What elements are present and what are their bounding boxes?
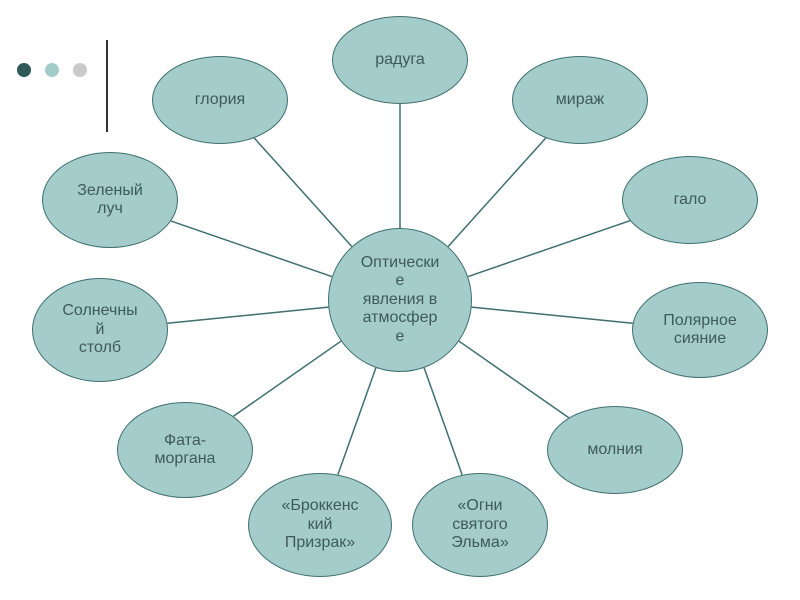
node-label: молния [554,441,676,459]
outer-node-gloria: глория [152,56,288,144]
node-label: Полярное сияние [639,312,761,349]
outer-node-stolb: Солнечны й столб [32,278,168,382]
node-label: Оптически е явления в атмосфер е [335,254,465,346]
node-label: «Огни святого Эльма» [419,497,541,552]
node-label: Зеленый луч [49,182,171,219]
outer-node-raduga: радуга [332,16,468,104]
outer-node-zelenyj: Зеленый луч [42,152,178,248]
decor-dot [73,63,87,77]
outer-node-fata: Фата- моргана [117,402,253,498]
node-label: Фата- моргана [124,432,246,469]
node-label: гало [629,191,751,209]
node-label: мираж [519,91,641,109]
node-label: радуга [339,51,461,69]
decor-vline [106,40,108,132]
node-label: глория [159,91,281,109]
diagram-canvas: Оптически е явления в атмосфер е радуга гл… [0,0,800,600]
node-label: «Броккенс кий Призрак» [255,497,385,552]
decor-dot [17,63,31,77]
outer-node-brokken: «Броккенс кий Призрак» [248,473,392,577]
outer-node-poljar: Полярное сияние [632,282,768,378]
center-node: Оптически е явления в атмосфер е [328,228,472,372]
node-label: Солнечны й столб [39,302,161,357]
outer-node-galo: гало [622,156,758,244]
decor-dot [45,63,59,77]
outer-node-molnija: молния [547,406,683,494]
outer-node-mirazh: мираж [512,56,648,144]
outer-node-elma: «Огни святого Эльма» [412,473,548,577]
